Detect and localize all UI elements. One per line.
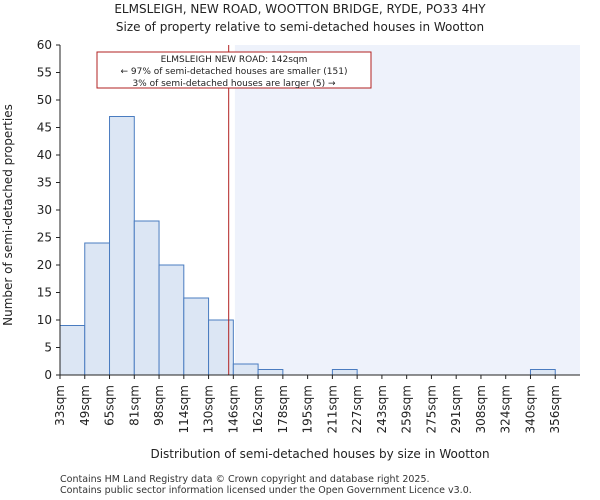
x-tick-label-275sqm: 275sqm (424, 385, 438, 433)
bar-211sqm (331, 369, 358, 376)
bar-98sqm (158, 264, 185, 376)
footer-line-2: Contains public sector information licen… (60, 485, 472, 496)
y-tick-label-15: 15 (37, 286, 52, 300)
x-axis-label: Distribution of semi-detached houses by … (150, 447, 489, 461)
bar-340sqm (529, 369, 556, 376)
bar-146sqm (232, 363, 259, 376)
bar-65sqm (109, 116, 135, 376)
x-tick-label-227sqm: 227sqm (350, 385, 364, 433)
footer-line-1: Contains HM Land Registry data © Crown c… (60, 474, 430, 485)
bars (59, 116, 556, 376)
x-axis-ticks: 33sqm 49sqm 65sqm 81sqm 98sqm 114sqm 130sqm 146… (53, 375, 562, 433)
bar-33sqm (59, 325, 86, 376)
bar-162sqm (257, 369, 284, 376)
y-tick-label-60: 60 (37, 38, 52, 52)
x-tick-label-291sqm: 291sqm (449, 385, 463, 433)
x-tick-label-340sqm: 340sqm (523, 385, 537, 433)
y-axis-ticks: 0 5 10 15 20 25 30 35 40 45 50 55 60 (37, 38, 60, 382)
bar-49sqm (84, 242, 111, 376)
y-tick-label-25: 25 (37, 231, 52, 245)
x-tick-label-356sqm: 356sqm (548, 385, 562, 433)
x-tick-label-308sqm: 308sqm (474, 385, 488, 433)
marker-annotation: ELMSLEIGH NEW ROAD: 142sqm ← 97% of semi… (96, 51, 372, 89)
x-tick-label-98sqm: 98sqm (152, 385, 166, 426)
bar-130sqm (208, 319, 234, 376)
y-tick-label-50: 50 (37, 93, 52, 107)
x-tick-label-33sqm: 33sqm (53, 385, 67, 426)
x-tick-label-49sqm: 49sqm (78, 385, 92, 426)
y-axis-label: Number of semi-detached properties (1, 104, 15, 326)
y-tick-label-0: 0 (44, 368, 52, 382)
x-tick-label-178sqm: 178sqm (276, 385, 290, 433)
larger-region-shade (234, 45, 580, 375)
y-tick-label-5: 5 (44, 341, 52, 355)
x-tick-label-146sqm: 146sqm (226, 385, 240, 433)
y-tick-label-10: 10 (37, 313, 52, 327)
chart-subtitle: Size of property relative to semi-detach… (116, 20, 484, 34)
y-tick-label-40: 40 (37, 148, 52, 162)
annotation-larger: 3% of semi-detached houses are larger (5… (132, 79, 336, 89)
x-tick-label-324sqm: 324sqm (499, 385, 513, 433)
y-tick-label-35: 35 (37, 176, 52, 190)
bar-114sqm (183, 297, 210, 376)
x-tick-label-211sqm: 211sqm (325, 385, 339, 433)
x-tick-label-81sqm: 81sqm (127, 385, 141, 426)
annotation-smaller: ← 97% of semi-detached houses are smalle… (121, 67, 348, 77)
x-tick-label-259sqm: 259sqm (400, 385, 414, 433)
x-tick-label-195sqm: 195sqm (301, 385, 315, 433)
annotation-title: ELMSLEIGH NEW ROAD: 142sqm (161, 55, 308, 65)
x-tick-label-162sqm: 162sqm (251, 385, 265, 433)
y-tick-label-30: 30 (37, 203, 52, 217)
bar-81sqm (133, 220, 160, 376)
y-tick-label-45: 45 (37, 121, 52, 135)
chart-title: ELMSLEIGH, NEW ROAD, WOOTTON BRIDGE, RYD… (114, 2, 486, 16)
y-tick-label-20: 20 (37, 258, 52, 272)
x-tick-label-114sqm: 114sqm (177, 385, 191, 433)
x-tick-label-243sqm: 243sqm (375, 385, 389, 433)
x-tick-label-130sqm: 130sqm (202, 385, 216, 433)
y-tick-label-55: 55 (37, 66, 52, 80)
plot-area: 0 5 10 15 20 25 30 35 40 45 50 55 60 33sqm 49sqm 65sqm… (37, 38, 580, 433)
x-tick-label-65sqm: 65sqm (103, 385, 117, 426)
annotation-box (96, 51, 372, 89)
